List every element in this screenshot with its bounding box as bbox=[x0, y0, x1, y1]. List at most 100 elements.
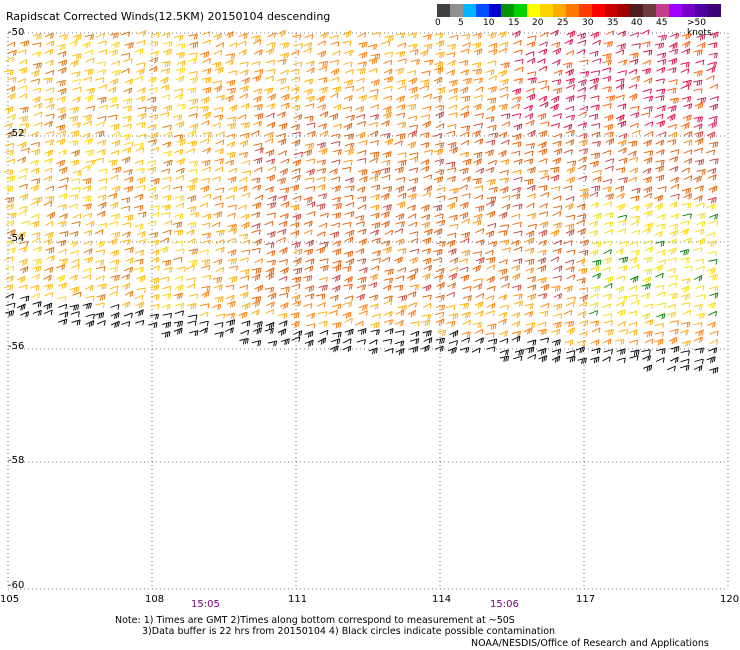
wind-barb bbox=[82, 267, 92, 274]
wind-barb bbox=[202, 147, 211, 154]
wind-barb bbox=[563, 285, 573, 293]
wind-barb bbox=[225, 284, 235, 291]
wind-barb bbox=[251, 35, 261, 42]
wind-barb bbox=[394, 67, 404, 75]
wind-barb bbox=[602, 149, 612, 156]
wind-barb bbox=[526, 71, 537, 77]
wind-barb bbox=[19, 193, 29, 201]
wind-barb bbox=[202, 111, 212, 119]
wind-barb bbox=[644, 338, 654, 344]
wind-barb bbox=[472, 32, 482, 39]
wind-barb bbox=[136, 231, 146, 238]
wind-barb bbox=[150, 284, 160, 292]
wind-barb bbox=[616, 203, 626, 211]
wind-barb bbox=[395, 213, 405, 221]
wind-barb bbox=[18, 67, 28, 75]
wind-barb bbox=[332, 202, 342, 210]
wind-barb bbox=[201, 274, 212, 281]
wind-barb bbox=[319, 329, 329, 336]
wind-barb bbox=[396, 121, 407, 128]
wind-barb bbox=[305, 239, 314, 247]
wind-barb bbox=[278, 220, 288, 227]
wind-barb bbox=[187, 129, 197, 137]
wind-barb bbox=[200, 177, 210, 184]
wind-barb bbox=[550, 95, 560, 103]
wind-barb bbox=[433, 133, 443, 139]
wind-barb bbox=[173, 35, 184, 41]
wind-barb bbox=[605, 30, 615, 36]
wind-barb bbox=[96, 61, 106, 67]
wind-barb bbox=[511, 273, 521, 281]
wind-barb bbox=[473, 283, 483, 290]
wind-barb bbox=[123, 87, 133, 94]
wind-barb bbox=[174, 310, 184, 316]
wind-barb bbox=[563, 149, 573, 155]
wind-barb bbox=[526, 202, 535, 209]
wind-barb bbox=[212, 303, 222, 310]
wind-barb bbox=[680, 228, 689, 236]
wind-barb bbox=[251, 247, 261, 254]
wind-barb bbox=[409, 93, 419, 101]
wind-barb bbox=[446, 43, 456, 50]
wind-barb bbox=[148, 194, 159, 201]
wind-barb bbox=[280, 93, 290, 101]
wind-barb bbox=[124, 78, 134, 85]
wind-barb bbox=[45, 40, 55, 47]
wind-barb bbox=[266, 68, 276, 75]
wind-barb bbox=[7, 113, 16, 121]
wind-barb bbox=[563, 62, 573, 69]
wind-barb bbox=[707, 196, 717, 204]
wind-barb bbox=[511, 30, 521, 38]
wind-barb bbox=[343, 95, 353, 102]
wind-barb bbox=[211, 221, 221, 228]
wind-barb bbox=[147, 105, 157, 112]
wind-barb bbox=[264, 286, 275, 293]
wind-barb bbox=[5, 143, 15, 149]
wind-barb bbox=[486, 346, 496, 352]
wind-barb bbox=[668, 201, 678, 208]
wind-barb bbox=[305, 285, 315, 293]
wind-barb bbox=[472, 68, 482, 75]
scale-swatch bbox=[643, 4, 657, 17]
wind-barb bbox=[577, 164, 587, 171]
wind-barb bbox=[214, 202, 224, 208]
wind-barb bbox=[486, 178, 496, 186]
wind-barb bbox=[150, 146, 160, 153]
wind-barb bbox=[225, 53, 236, 59]
wind-barb bbox=[344, 85, 355, 92]
wind-barb bbox=[566, 296, 576, 302]
wind-barb bbox=[566, 214, 576, 221]
wind-barb bbox=[667, 311, 677, 319]
wind-barb bbox=[551, 328, 561, 336]
wind-barb bbox=[97, 40, 107, 46]
wind-barb bbox=[383, 111, 392, 120]
wind-barb bbox=[473, 278, 483, 284]
wind-barb bbox=[566, 166, 575, 174]
wind-barb bbox=[630, 299, 640, 306]
wind-barb bbox=[618, 265, 628, 272]
wind-barb bbox=[553, 87, 563, 95]
wind-barb bbox=[332, 248, 342, 256]
wind-barb bbox=[279, 168, 289, 176]
wind-barb bbox=[290, 68, 300, 75]
wind-barb bbox=[201, 239, 211, 246]
wind-barb bbox=[656, 313, 666, 320]
wind-barb bbox=[617, 120, 627, 128]
wind-barb bbox=[579, 287, 589, 293]
wind-barb bbox=[240, 213, 250, 220]
wind-barb bbox=[265, 301, 275, 308]
wind-barb bbox=[293, 43, 303, 49]
wind-barb bbox=[410, 321, 420, 327]
wind-barb bbox=[564, 339, 574, 346]
wind-barb bbox=[590, 265, 600, 272]
wind-barb bbox=[72, 291, 82, 298]
wind-barb bbox=[631, 43, 641, 49]
wind-barb bbox=[629, 275, 639, 283]
wind-barb bbox=[459, 167, 469, 175]
wind-barb bbox=[344, 276, 353, 284]
wind-barb bbox=[84, 284, 94, 292]
wind-barb bbox=[356, 186, 366, 193]
scale-label-50: >50 knots bbox=[687, 18, 712, 38]
wind-barb bbox=[370, 265, 380, 271]
wind-barb bbox=[5, 275, 15, 282]
